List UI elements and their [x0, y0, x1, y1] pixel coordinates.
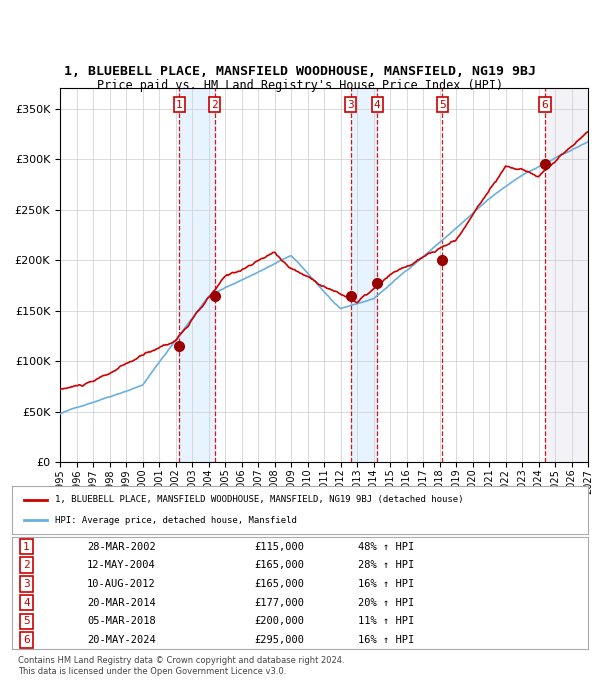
Bar [350, 88, 377, 462]
Text: This data is licensed under the Open Government Licence v3.0.: This data is licensed under the Open Gov… [18, 667, 286, 677]
Text: 20-MAY-2024: 20-MAY-2024 [87, 635, 155, 645]
Text: 16% ↑ HPI: 16% ↑ HPI [358, 579, 414, 589]
Text: 4: 4 [374, 99, 380, 109]
Text: 3: 3 [23, 579, 30, 589]
Text: £115,000: £115,000 [254, 541, 304, 551]
Text: £165,000: £165,000 [254, 560, 304, 571]
Text: 5: 5 [23, 616, 30, 626]
Text: 2: 2 [23, 560, 30, 571]
Text: 3: 3 [347, 99, 354, 109]
Text: £200,000: £200,000 [254, 616, 304, 626]
Text: 10-AUG-2012: 10-AUG-2012 [87, 579, 155, 589]
Text: 5: 5 [439, 99, 446, 109]
Text: 28-MAR-2002: 28-MAR-2002 [87, 541, 155, 551]
Text: 2: 2 [211, 99, 218, 109]
Text: 28% ↑ HPI: 28% ↑ HPI [358, 560, 414, 571]
Bar [179, 88, 215, 462]
Text: 20-MAR-2014: 20-MAR-2014 [87, 598, 155, 608]
Text: 4: 4 [23, 598, 30, 608]
Text: 20% ↑ HPI: 20% ↑ HPI [358, 598, 414, 608]
Text: Price paid vs. HM Land Registry's House Price Index (HPI): Price paid vs. HM Land Registry's House … [97, 78, 503, 92]
Text: 1, BLUEBELL PLACE, MANSFIELD WOODHOUSE, MANSFIELD, NG19 9BJ (detached house): 1, BLUEBELL PLACE, MANSFIELD WOODHOUSE, … [55, 495, 464, 504]
Text: £295,000: £295,000 [254, 635, 304, 645]
Text: £165,000: £165,000 [254, 579, 304, 589]
Text: Contains HM Land Registry data © Crown copyright and database right 2024.: Contains HM Land Registry data © Crown c… [18, 656, 344, 666]
Text: 11% ↑ HPI: 11% ↑ HPI [358, 616, 414, 626]
Text: 05-MAR-2018: 05-MAR-2018 [87, 616, 155, 626]
Text: 12-MAY-2004: 12-MAY-2004 [87, 560, 155, 571]
Text: 6: 6 [542, 99, 548, 109]
Text: 6: 6 [23, 635, 30, 645]
Text: 1: 1 [23, 541, 30, 551]
Text: 1: 1 [176, 99, 182, 109]
Text: 1, BLUEBELL PLACE, MANSFIELD WOODHOUSE, MANSFIELD, NG19 9BJ: 1, BLUEBELL PLACE, MANSFIELD WOODHOUSE, … [64, 65, 536, 78]
Text: £177,000: £177,000 [254, 598, 304, 608]
Text: 48% ↑ HPI: 48% ↑ HPI [358, 541, 414, 551]
Text: 16% ↑ HPI: 16% ↑ HPI [358, 635, 414, 645]
Bar [545, 88, 588, 462]
Text: HPI: Average price, detached house, Mansfield: HPI: Average price, detached house, Mans… [55, 516, 297, 525]
